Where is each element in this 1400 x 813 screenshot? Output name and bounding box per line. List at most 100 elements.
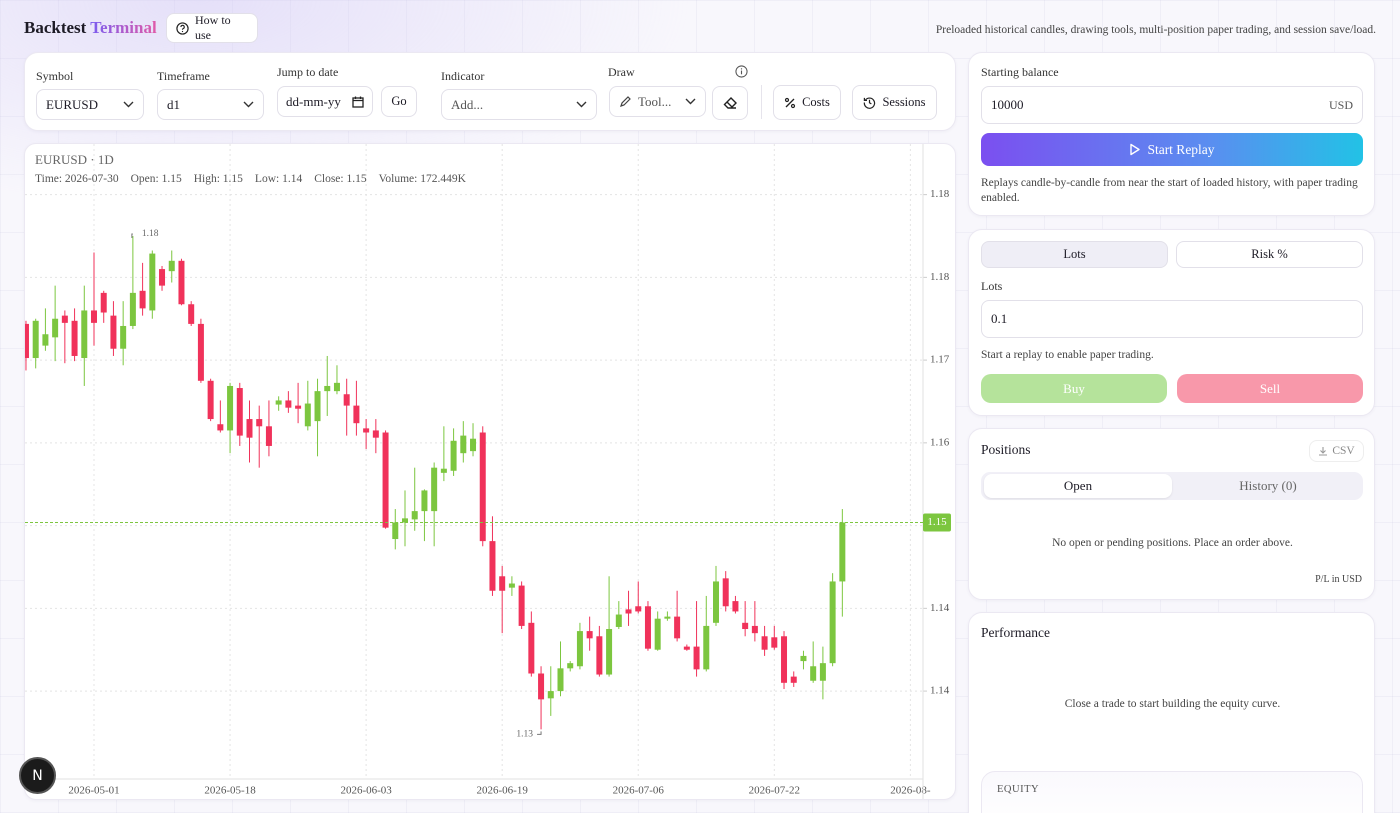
- eraser-button[interactable]: [712, 86, 748, 120]
- draw-label: Draw: [608, 65, 635, 79]
- go-button[interactable]: Go: [381, 86, 417, 117]
- candle-body: [547, 691, 554, 699]
- ohlc-legend: Time: 2026-07-30 Open: 1.15 High: 1.15 Low:…: [35, 173, 466, 185]
- sessions-label: Sessions: [882, 95, 926, 109]
- separator: [761, 85, 762, 119]
- date-placeholder: dd-mm-yy: [286, 93, 341, 109]
- timeframe-label: Timeframe: [157, 69, 210, 83]
- performance-title: Performance: [981, 625, 1050, 640]
- candle-body: [606, 629, 613, 675]
- candle-body: [421, 490, 428, 512]
- performance-empty: Close a trade to start building the equi…: [1064, 698, 1281, 710]
- balance-value: 10000: [991, 97, 1024, 112]
- info-icon[interactable]: [735, 65, 748, 78]
- costs-button[interactable]: Costs: [773, 85, 841, 120]
- candle-body: [343, 394, 350, 406]
- chevron: [685, 98, 696, 105]
- x-tick-label: 2026-05-01: [68, 785, 119, 797]
- candle-body: [207, 380, 214, 420]
- candle-body: [265, 426, 272, 446]
- legend-item: High: 1.15: [193, 173, 243, 185]
- candle-body: [654, 618, 661, 650]
- candle-body: [32, 320, 39, 359]
- candle-body: [742, 622, 749, 630]
- candle-body: [25, 323, 29, 359]
- legend-item: Time: 2026-07-30: [35, 173, 119, 185]
- candle-body: [557, 668, 564, 692]
- sell-button[interactable]: Sell: [1177, 374, 1363, 403]
- start-replay-button[interactable]: Start Replay: [981, 133, 1363, 166]
- candle-body: [712, 581, 719, 623]
- x-tick-label: 2026-07-22: [749, 785, 800, 797]
- candle-body: [324, 385, 331, 392]
- currency: USD: [1328, 97, 1353, 112]
- history-tab[interactable]: History (0): [1174, 474, 1362, 498]
- history-tab-label: History (0): [1239, 478, 1297, 493]
- candle-body: [236, 388, 243, 436]
- candle-body: [790, 676, 797, 683]
- candle-body: [722, 578, 729, 607]
- candle-body: [528, 622, 535, 674]
- symbol-select[interactable]: EURUSD: [36, 89, 144, 120]
- risk-tab-label: Risk %: [1251, 247, 1288, 261]
- pencil-icon: [620, 96, 631, 107]
- candle-body: [508, 583, 515, 588]
- candle-body: [246, 419, 253, 438]
- sessions-button[interactable]: Sessions: [852, 85, 937, 120]
- candle-body: [42, 334, 49, 346]
- date-input[interactable]: dd-mm-yy: [277, 86, 373, 117]
- candle-body: [644, 606, 651, 649]
- candle-body: [440, 468, 447, 473]
- indicator-select[interactable]: Add...: [441, 89, 597, 120]
- balance-input[interactable]: 10000 USD: [981, 86, 1363, 124]
- candle-body: [314, 391, 321, 422]
- timeframe-select[interactable]: d1: [157, 89, 264, 120]
- candle-body: [567, 663, 574, 669]
- positions-empty: No open or pending positions. Place an o…: [1052, 537, 1293, 549]
- lots-input[interactable]: 0.1: [981, 300, 1363, 338]
- sell-label: Sell: [1259, 380, 1281, 396]
- candle-body: [401, 518, 408, 523]
- indicator-placeholder: Add...: [451, 96, 484, 112]
- candle-body: [703, 625, 710, 670]
- risk-tab[interactable]: Risk %: [1176, 241, 1363, 268]
- x-tick-label: 2026-08-: [890, 785, 931, 797]
- candle-body: [197, 323, 204, 381]
- candle-body: [596, 636, 603, 675]
- buy-button[interactable]: Buy: [981, 374, 1167, 403]
- x-tick-label: 2026-06-19: [477, 785, 529, 797]
- candle-body: [625, 609, 632, 614]
- candle-body: [81, 310, 88, 359]
- chevron: [243, 101, 254, 108]
- low-marker: [537, 731, 542, 735]
- costs-label: Costs: [802, 95, 830, 109]
- candle-body: [256, 419, 263, 427]
- lots-value: 0.1: [991, 311, 1008, 326]
- lots-tab[interactable]: Lots: [981, 241, 1168, 268]
- help-button[interactable]: How to use: [166, 13, 258, 43]
- draw-select[interactable]: Tool...: [609, 86, 706, 117]
- chart-title: EURUSD · 1D: [35, 152, 114, 167]
- candle-body: [120, 325, 127, 349]
- brand: Backtest Terminal: [24, 18, 157, 38]
- candle-body: [61, 315, 68, 323]
- x-tick-label: 2026-05-18: [204, 785, 256, 797]
- candle-body: [91, 310, 98, 323]
- candle-body: [732, 601, 739, 612]
- brand-accent: Terminal: [90, 18, 157, 37]
- csv-button[interactable]: CSV: [1309, 440, 1364, 462]
- tagline: Preloaded historical candles, drawing to…: [935, 24, 1376, 36]
- dev-badge[interactable]: N: [19, 757, 56, 794]
- download-icon: [1319, 447, 1328, 456]
- candle-body: [470, 438, 477, 452]
- history-icon: [864, 97, 876, 109]
- candle-body: [450, 440, 457, 471]
- balance-label: Starting balance: [981, 65, 1059, 79]
- positions-card: Positions CSV Open History (0) No open o…: [968, 428, 1375, 600]
- legend-item: Volume: 172.449K: [378, 173, 466, 185]
- open-tab[interactable]: Open: [984, 474, 1172, 498]
- draw-tool: Tool...: [638, 93, 672, 109]
- lots-label: Lots: [981, 279, 1003, 293]
- last-price-badge: [923, 513, 951, 532]
